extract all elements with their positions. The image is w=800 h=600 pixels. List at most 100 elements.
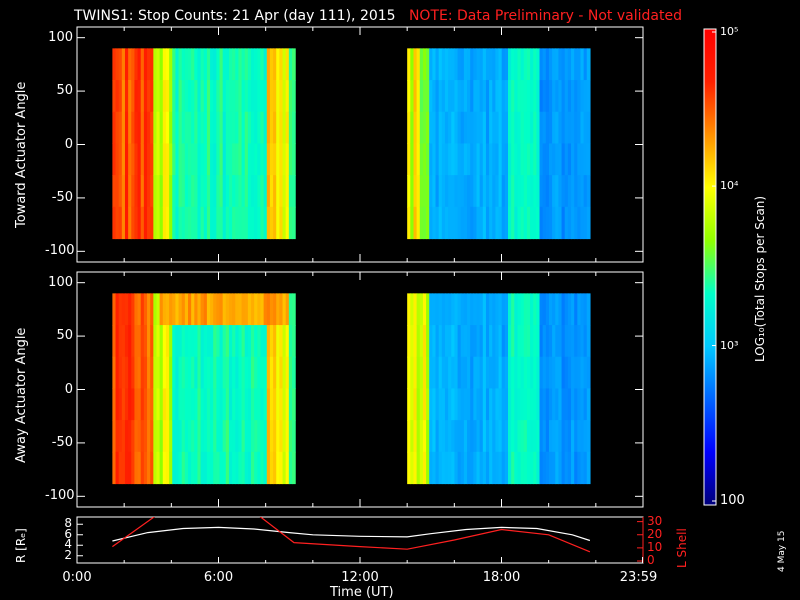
heatmap-cell: [583, 175, 588, 208]
heatmap-cell: [219, 111, 224, 145]
heatmap-cell: [219, 356, 224, 390]
heatmap-cell: [444, 80, 449, 113]
heatmap-cell: [586, 356, 591, 390]
heatmap-cell: [118, 293, 123, 326]
heatmap-cell: [416, 451, 421, 485]
heatmap-cell: [115, 451, 120, 485]
heatmap-cell: [147, 388, 151, 421]
heatmap-cell: [115, 206, 120, 240]
heatmap-cell: [473, 48, 478, 81]
heatmap-cell: [257, 48, 262, 81]
heatmap-cell: [489, 206, 493, 240]
heatmap-cell: [533, 143, 537, 176]
heatmap-cell: [489, 80, 493, 113]
heatmap-cell: [580, 325, 585, 358]
heatmap-cell: [175, 388, 180, 421]
heatmap-cell: [419, 175, 424, 208]
heatmap-cell: [520, 293, 525, 326]
heatmap-cell: [426, 451, 430, 485]
heatmap-cell: [251, 293, 255, 326]
heatmap-cell: [276, 80, 280, 113]
heatmap-cell: [203, 111, 208, 145]
heatmap-cell: [422, 80, 427, 113]
heatmap-cell: [260, 420, 265, 453]
heatmap-cell: [517, 143, 522, 176]
heatmap-cell: [232, 451, 236, 485]
heatmap-cell: [191, 111, 195, 145]
heatmap-cell: [181, 451, 186, 485]
heatmap-cell: [508, 111, 512, 145]
heatmap-cell: [441, 420, 446, 453]
heatmap-cell: [432, 420, 437, 453]
heatmap-cell: [498, 420, 503, 453]
heatmap-cell: [279, 206, 284, 240]
heatmap-cell: [266, 325, 271, 358]
y-tick-label: -100: [45, 488, 75, 504]
heatmap-cell: [188, 143, 192, 176]
heatmap-cell: [511, 420, 515, 453]
orbit-series-lshell: [112, 517, 591, 553]
heatmap-cell: [495, 325, 500, 358]
heatmap-cell: [574, 451, 578, 485]
heatmap-cell: [175, 143, 180, 176]
heatmap-cell: [416, 325, 421, 358]
heatmap-cell: [210, 111, 214, 145]
heatmap-cell: [257, 80, 262, 113]
heatmap-cell: [247, 206, 252, 240]
heatmap-cell: [561, 356, 566, 390]
heatmap-cell: [175, 293, 180, 326]
heatmap-cell: [153, 206, 158, 240]
heatmap-cell: [542, 48, 547, 81]
heatmap-cell: [498, 206, 503, 240]
heatmap-cell: [153, 143, 158, 176]
heatmap-cell: [273, 48, 277, 81]
heatmap-cell: [276, 356, 280, 390]
heatmap-cell: [238, 111, 243, 145]
x-tick-label: 18:00: [482, 570, 521, 585]
heatmap-cell: [410, 175, 415, 208]
heatmap-cell: [463, 388, 468, 421]
heatmap-cell: [251, 388, 255, 421]
heatmap-cell: [210, 48, 214, 81]
colorbar-label: LOG₁₀(Total Stops per Scan): [753, 195, 767, 362]
heatmap-cell: [235, 451, 240, 485]
heatmap-cell: [574, 356, 578, 390]
heatmap-cell: [422, 206, 427, 240]
heatmap-cell: [222, 48, 227, 81]
heatmap-cell: [178, 420, 183, 453]
heatmap-cell: [545, 206, 550, 240]
heatmap-cell: [561, 325, 566, 358]
heatmap-cell: [451, 325, 456, 358]
heatmap-cell: [181, 175, 186, 208]
heatmap-cell: [276, 48, 280, 81]
heatmap-cell: [194, 420, 199, 453]
heatmap-cell: [413, 356, 418, 390]
heatmap-cell: [438, 293, 443, 326]
heatmap-cell: [206, 293, 211, 326]
heatmap-cell: [273, 325, 277, 358]
heatmap-cell: [498, 451, 503, 485]
heatmap-cell: [232, 143, 236, 176]
side-date: 4 May 15: [777, 530, 787, 572]
heatmap-cell: [485, 356, 490, 390]
heatmap-cell: [115, 175, 120, 208]
heatmap-cell: [162, 206, 167, 240]
heatmap-cell: [467, 111, 471, 145]
heatmap-cell: [508, 325, 512, 358]
heatmap-cell: [508, 451, 512, 485]
heatmap-cell: [508, 420, 512, 453]
heatmap-cell: [232, 175, 236, 208]
heatmap-cell: [574, 143, 578, 176]
heatmap-cell: [479, 175, 484, 208]
heatmap-cell: [276, 175, 280, 208]
heatmap-cell: [511, 175, 515, 208]
heatmap-cell: [260, 451, 265, 485]
heatmap-cell: [128, 206, 132, 240]
heatmap-cell: [159, 111, 164, 145]
heatmap-cell: [435, 293, 440, 326]
heatmap-cell: [121, 111, 126, 145]
heatmap-cell: [498, 175, 503, 208]
heatmap-cell: [479, 143, 484, 176]
heatmap-cell: [200, 143, 205, 176]
heatmap-cell: [454, 420, 459, 453]
